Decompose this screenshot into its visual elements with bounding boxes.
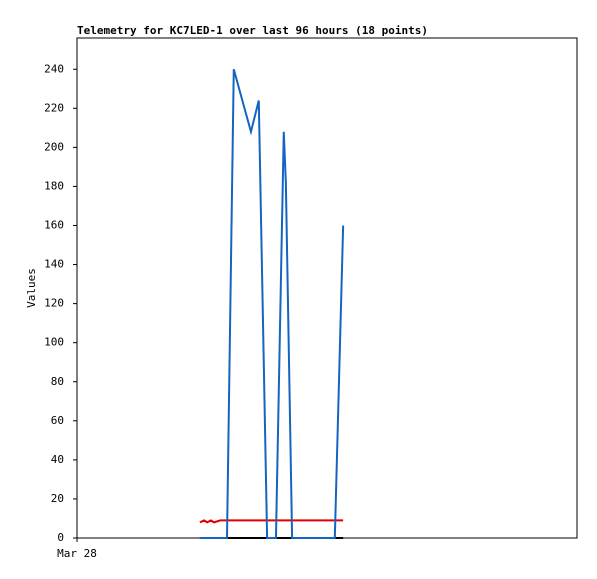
- plot-frame: [76, 37, 578, 539]
- y-tick-label: 0: [57, 531, 64, 544]
- y-tick-label: 80: [51, 375, 64, 388]
- y-tick-label: 220: [44, 101, 64, 114]
- y-tick-label: 20: [51, 492, 64, 505]
- series-line: [199, 519, 344, 524]
- chart-title: Telemetry for KC7LED-1 over last 96 hour…: [77, 24, 428, 37]
- y-tick-label: 120: [44, 297, 64, 310]
- y-tick-label: 140: [44, 258, 64, 271]
- x-tick-label: Mar 28: [57, 547, 97, 560]
- y-tick-label: 160: [44, 219, 64, 232]
- y-tick-label: 240: [44, 62, 64, 75]
- y-tick-label: 180: [44, 179, 64, 192]
- series-line: [199, 68, 345, 539]
- y-axis-label: Values: [25, 268, 38, 308]
- y-tick-label: 100: [44, 336, 64, 349]
- y-tick-label: 60: [51, 414, 64, 427]
- y-tick-label: 40: [51, 453, 64, 466]
- y-tick-label: 200: [44, 140, 64, 153]
